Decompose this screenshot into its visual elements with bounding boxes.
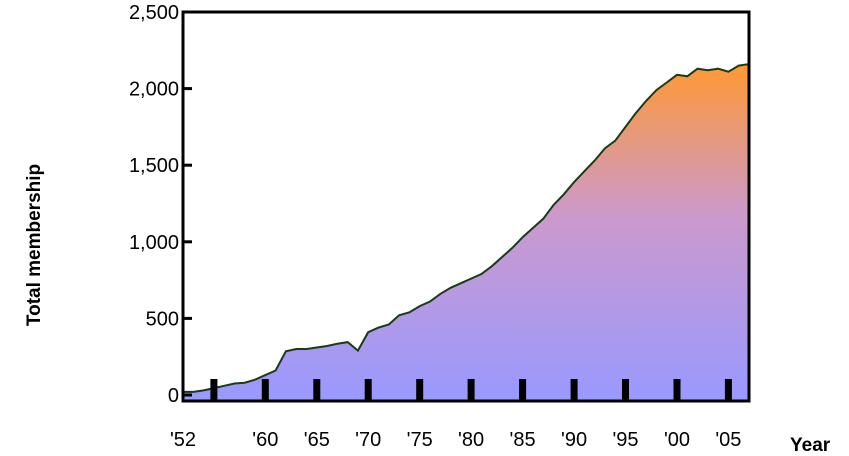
x-tick-label: '80 [458,429,484,451]
membership-area-fill [183,64,749,401]
year-marker [416,379,424,401]
y-tick-label: 0 [168,385,179,407]
x-tick-label: '75 [407,429,433,451]
y-tick-label: 500 [146,308,179,330]
x-tick-label: '60 [252,429,278,451]
membership-series-line [183,63,749,393]
x-tick-label: '65 [304,429,330,451]
x-axis-ticks: '52 '60 '65 '70 '75 '80 '85 '90 '95 '00 '05 [170,429,741,451]
x-tick-label: '05 [715,429,741,451]
plot-area [183,63,749,401]
y-axis-title: Total membership [24,164,45,326]
y-tick-label: 1,500 [129,155,179,177]
x-tick-label: '70 [355,429,381,451]
year-marker [261,379,269,401]
y-tick-label: 2,500 [129,2,179,24]
year-marker [467,379,475,401]
y-axis-ticks: 0 500 1,000 1,500 2,000 2,500 [129,2,192,407]
x-tick-label: '95 [612,429,638,451]
year-marker [570,379,578,401]
year-marker [673,379,681,401]
plot-frame [181,10,751,403]
year-marker [313,379,321,401]
x-tick-label: '90 [561,429,587,451]
x-tick-label: '52 [170,429,196,451]
year-marker [724,379,732,401]
x-axis-title: Year [790,435,831,456]
x-tick-label: '85 [510,429,536,451]
year-marker [364,379,372,401]
year-markers [210,379,732,401]
year-marker [210,379,218,401]
x-tick-label: '00 [664,429,690,451]
year-marker [519,379,527,401]
y-tick-label: 2,000 [129,79,179,101]
year-marker [622,379,629,401]
y-tick-label: 1,000 [129,232,179,254]
